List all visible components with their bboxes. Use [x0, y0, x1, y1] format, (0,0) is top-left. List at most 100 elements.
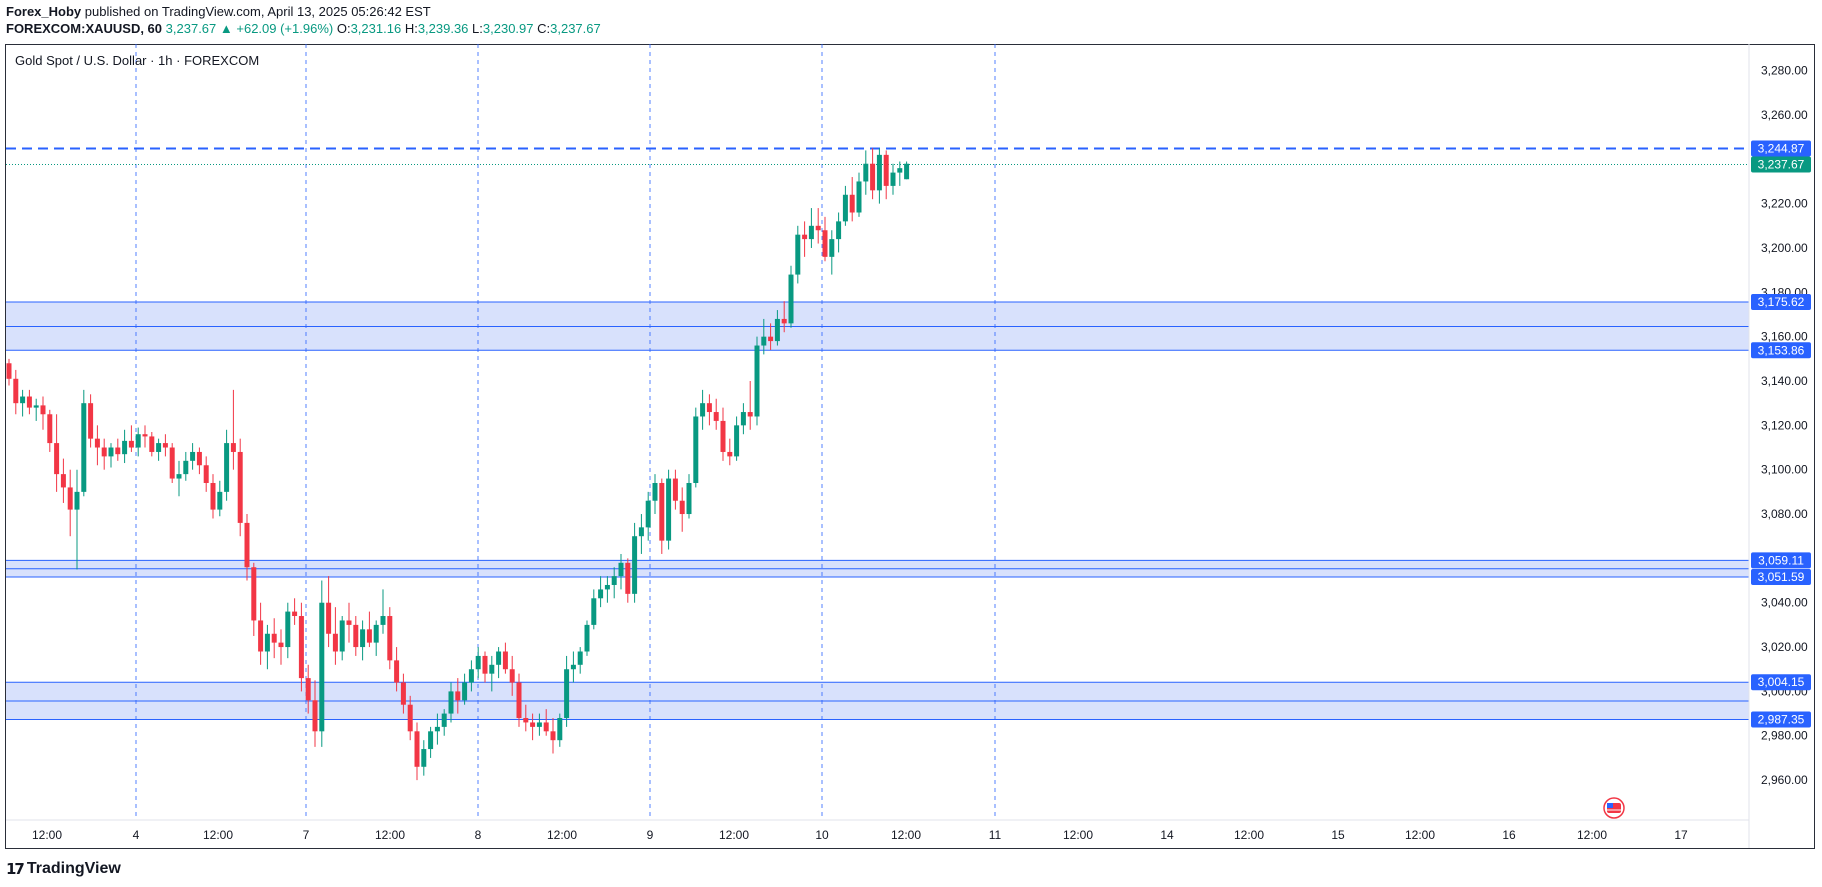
candle-body: [788, 274, 794, 324]
candle: [795, 225, 801, 284]
candle-body: [13, 378, 19, 404]
candle: [876, 148, 882, 204]
candle: [94, 425, 100, 466]
price-tick-label: 3,040.00: [1761, 596, 1808, 610]
publisher-author[interactable]: Forex_Hoby: [6, 4, 82, 19]
zone-top-badge-0: 3,175.62: [1758, 295, 1805, 309]
candle-body: [768, 336, 774, 342]
price-tick-label: 3,120.00: [1761, 418, 1808, 432]
candle: [421, 740, 427, 776]
candle: [672, 469, 678, 510]
price-axis[interactable]: 3,280.003,260.003,220.003,200.003,180.00…: [1761, 64, 1808, 787]
candle-body: [305, 678, 311, 701]
tradingview-wordmark: TradingView: [26, 860, 121, 877]
time-tick-label: 4: [133, 828, 140, 842]
price-levels: [6, 147, 1749, 165]
candle-body: [550, 731, 556, 741]
candle-body: [54, 443, 60, 475]
candle-body: [475, 655, 481, 670]
tradingview-logo[interactable]: 17 TradingView: [6, 858, 121, 880]
open-label: O:: [336, 21, 351, 36]
candle: [802, 221, 808, 257]
last-price-badge-bg: [1751, 156, 1811, 173]
candle: [706, 394, 712, 426]
candle-body: [761, 336, 767, 346]
candle: [190, 443, 196, 470]
candle-body: [883, 154, 889, 186]
candle: [237, 438, 243, 537]
candle-body: [802, 234, 808, 240]
candle: [516, 673, 522, 727]
zone-top-badge-2-bg: [1751, 674, 1811, 691]
candle-body: [224, 443, 230, 492]
candle-body: [217, 491, 223, 510]
publisher-text: published on TradingView.com, April 13, …: [81, 4, 431, 19]
symbol-label: FOREXCOM:XAUUSD, 60: [6, 21, 163, 36]
candle: [625, 558, 631, 603]
candle: [251, 562, 257, 636]
close-label: C:: [537, 21, 551, 36]
candle: [475, 647, 481, 679]
candle: [842, 185, 848, 226]
candle: [659, 478, 665, 554]
candle-body: [190, 451, 196, 461]
time-axis[interactable]: 12:00 4 12:00 7 12:00 8 12:00 9 12:00 10 12:00 11 12…: [32, 828, 1688, 842]
time-tick-label: 10: [815, 828, 829, 842]
candle-body: [128, 440, 134, 448]
candle-body: [570, 664, 576, 670]
chart-title: Gold Spot / U.S. Dollar · 1h · FOREXCOM: [15, 53, 259, 68]
candle-body: [700, 403, 706, 417]
candle: [849, 177, 855, 222]
candle-body: [196, 451, 202, 466]
time-tick-label: 12:00: [1405, 828, 1435, 842]
low-value: 3,230.97: [482, 21, 534, 36]
candle-body: [509, 669, 515, 683]
candle: [149, 432, 155, 457]
candle-body: [169, 447, 175, 479]
candle-body: [47, 414, 53, 444]
candle-body: [40, 405, 46, 415]
candle-body: [815, 225, 821, 231]
us-event-flag-icon[interactable]: [1603, 797, 1625, 819]
price-tick-label: 3,160.00: [1761, 330, 1808, 344]
candle-body: [434, 726, 440, 732]
candle-body: [502, 651, 508, 670]
candle: [530, 713, 536, 741]
candle-body: [149, 436, 155, 452]
candle: [414, 722, 420, 781]
change-value: ▲ +62.09 (+1.96%): [219, 21, 334, 36]
candle: [679, 487, 685, 532]
candle: [54, 414, 60, 492]
candle-body: [285, 611, 291, 648]
zone-bottom-badge-0: 3,153.86: [1758, 343, 1805, 357]
candle-body: [394, 660, 400, 683]
candle: [142, 425, 148, 448]
candle-body: [781, 318, 787, 324]
candle-body: [829, 239, 835, 257]
candle-body: [74, 491, 80, 510]
candle: [88, 394, 94, 448]
candle-body: [842, 194, 848, 222]
candle: [156, 438, 162, 461]
candle-body: [897, 168, 903, 173]
candle-body: [734, 425, 740, 457]
candle-body: [81, 403, 87, 492]
candle-body: [808, 225, 814, 240]
candle: [598, 576, 604, 608]
candle-body: [652, 482, 658, 501]
candle: [332, 607, 338, 665]
time-tick-label: 15: [1331, 828, 1345, 842]
candle-body: [747, 412, 753, 417]
candle: [394, 647, 400, 692]
candle-body: [754, 345, 760, 417]
candle-body: [870, 163, 876, 191]
candle-body: [6, 363, 12, 379]
time-tick-label: 12:00: [375, 828, 405, 842]
candle: [407, 695, 413, 741]
candle-body: [366, 629, 372, 643]
candle-body: [836, 221, 842, 240]
candle: [557, 713, 563, 747]
candle-body: [904, 163, 910, 180]
candle: [312, 680, 318, 747]
